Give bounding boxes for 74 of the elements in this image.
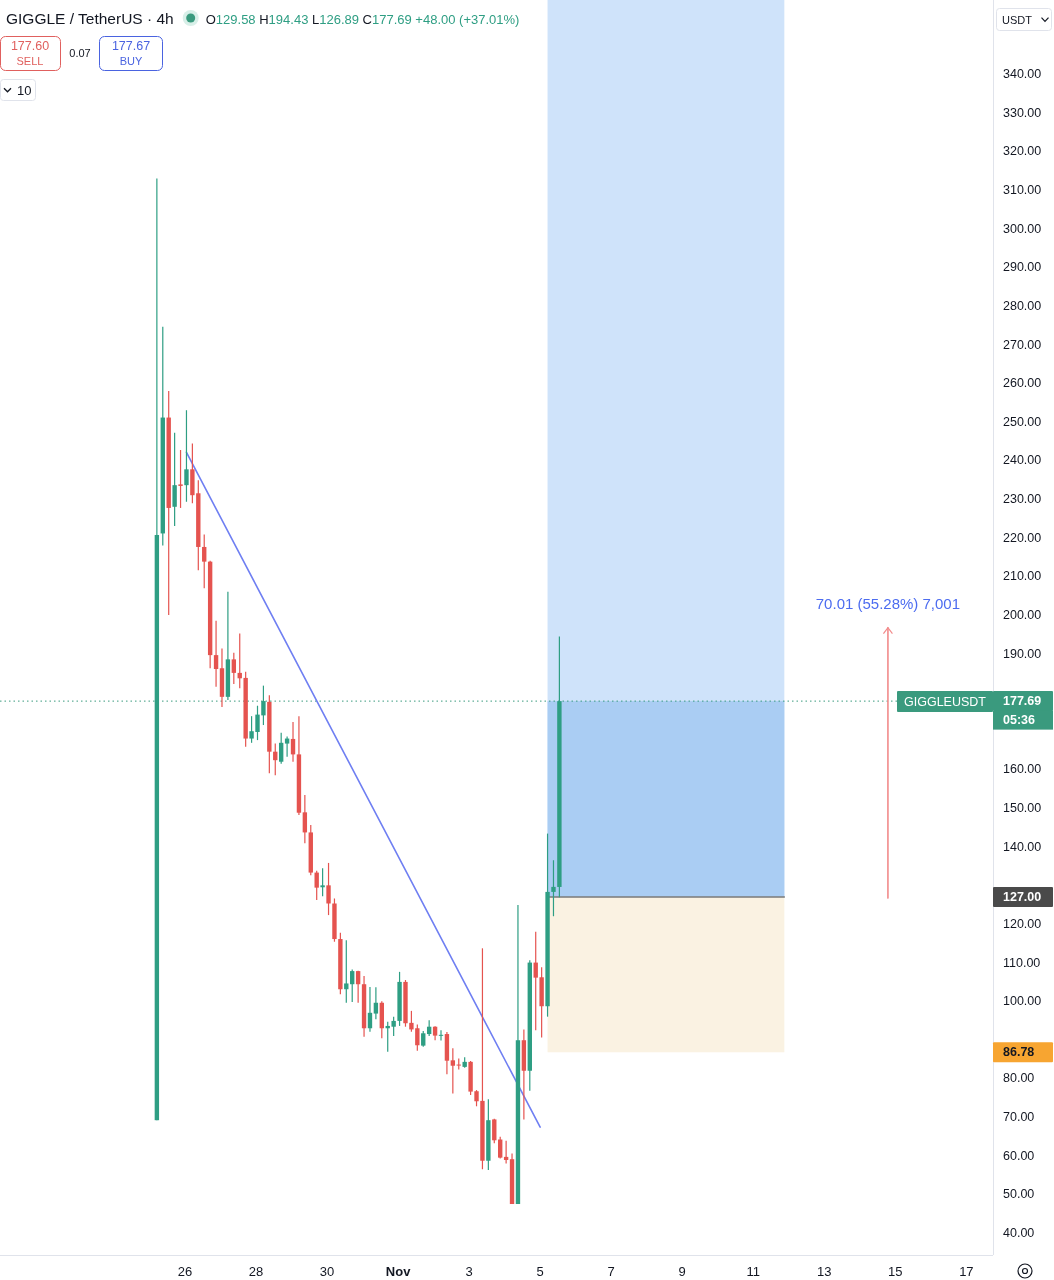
y-tick-label: 240.00 bbox=[1003, 453, 1042, 468]
y-tick-label: 190.00 bbox=[1003, 646, 1042, 661]
annotation: O129.58 H194.43 L126.89 C177.69 +48.00 (+37.01%) bbox=[205, 11, 520, 27]
annotation: SELL bbox=[16, 55, 44, 67]
y-tick-label: 260.00 bbox=[1003, 376, 1042, 391]
text: 05:36 bbox=[1003, 713, 1036, 728]
y-tick-label: 160.00 bbox=[1003, 762, 1042, 777]
y-tick-label: 300.00 bbox=[1003, 221, 1042, 236]
text: 177.69 bbox=[1003, 694, 1042, 709]
candlestick bbox=[314, 870, 319, 901]
y-tick-label: 100.00 bbox=[1003, 994, 1042, 1009]
candlestick bbox=[202, 534, 207, 589]
candlestick bbox=[438, 1029, 444, 1042]
candlestick bbox=[284, 736, 290, 758]
text: 86.78 bbox=[1003, 1045, 1035, 1060]
candlestick bbox=[326, 862, 331, 916]
y-tick-label: 60.00 bbox=[1003, 1148, 1035, 1163]
candlestick bbox=[492, 1118, 497, 1144]
y-tick-label: 70.00 bbox=[1003, 1110, 1035, 1125]
x-tick-label: 28 bbox=[248, 1263, 264, 1279]
y-tick-label: 250.00 bbox=[1003, 414, 1042, 429]
x-tick-label: 15 bbox=[888, 1263, 903, 1279]
x-tick-label: 9 bbox=[678, 1263, 686, 1279]
x-tick-label: 17 bbox=[959, 1263, 974, 1279]
x-tick-label: 26 bbox=[177, 1263, 193, 1279]
y-tick-label: 140.00 bbox=[1003, 839, 1042, 854]
x-tick-label: 5 bbox=[536, 1263, 544, 1279]
candlestick bbox=[302, 794, 308, 844]
candlestick bbox=[355, 970, 361, 1004]
y-tick-label: 280.00 bbox=[1003, 298, 1042, 313]
candlestick bbox=[350, 968, 355, 1003]
y-tick-label: 150.00 bbox=[1003, 801, 1042, 816]
candlestick bbox=[320, 867, 325, 897]
x-tick-label: 11 bbox=[746, 1263, 761, 1279]
y-tick-label: 200.00 bbox=[1003, 607, 1042, 622]
x-tick-label: 13 bbox=[817, 1263, 832, 1279]
annotation: 0.07 bbox=[69, 47, 91, 59]
x-tick-label: 30 bbox=[319, 1263, 335, 1279]
annotation: 177.67 bbox=[111, 39, 151, 53]
y-tick-label: 340.00 bbox=[1003, 67, 1042, 82]
y-tick-label: 120.00 bbox=[1003, 916, 1042, 931]
candlestick bbox=[178, 449, 183, 509]
candlestick bbox=[450, 1047, 456, 1095]
ref-line-label: GIGGLEUSDT bbox=[904, 694, 987, 709]
annotation: 70.01 (55.28%) 7,001 bbox=[815, 595, 961, 613]
x-tick-label: 7 bbox=[607, 1263, 615, 1279]
y-tick-label: 320.00 bbox=[1003, 144, 1042, 159]
y-tick-label: 330.00 bbox=[1003, 105, 1042, 120]
candlestick bbox=[184, 409, 189, 503]
x-tick-label: Nov bbox=[385, 1263, 412, 1279]
text: USDT bbox=[1002, 13, 1033, 26]
annotation: 177.60 bbox=[10, 39, 50, 53]
annotation: BUY bbox=[119, 55, 143, 67]
text: GIGGLE / TetherUS · 4h bbox=[6, 9, 174, 27]
candlestick bbox=[344, 939, 349, 1004]
x-tick-label: 3 bbox=[465, 1263, 473, 1279]
y-tick-label: 310.00 bbox=[1003, 183, 1042, 198]
y-tick-label: 230.00 bbox=[1003, 492, 1042, 507]
text: 127.00 bbox=[1003, 889, 1042, 904]
y-tick-label: 80.00 bbox=[1003, 1071, 1035, 1086]
candlestick bbox=[551, 859, 556, 917]
y-tick-label: 290.00 bbox=[1003, 260, 1042, 275]
candlestick bbox=[213, 620, 219, 688]
y-tick-label: 50.00 bbox=[1003, 1187, 1035, 1202]
candlestick bbox=[278, 732, 284, 765]
y-tick-label: 110.00 bbox=[1003, 955, 1041, 970]
y-tick-label: 210.00 bbox=[1003, 569, 1042, 584]
y-tick-label: 40.00 bbox=[1003, 1225, 1035, 1240]
candlestick bbox=[231, 652, 237, 685]
y-tick-label: 270.00 bbox=[1003, 337, 1042, 352]
candlestick bbox=[172, 432, 177, 527]
y-tick-label: 220.00 bbox=[1003, 530, 1042, 545]
annotation: 10 bbox=[17, 82, 32, 98]
candlestick bbox=[373, 986, 379, 1020]
